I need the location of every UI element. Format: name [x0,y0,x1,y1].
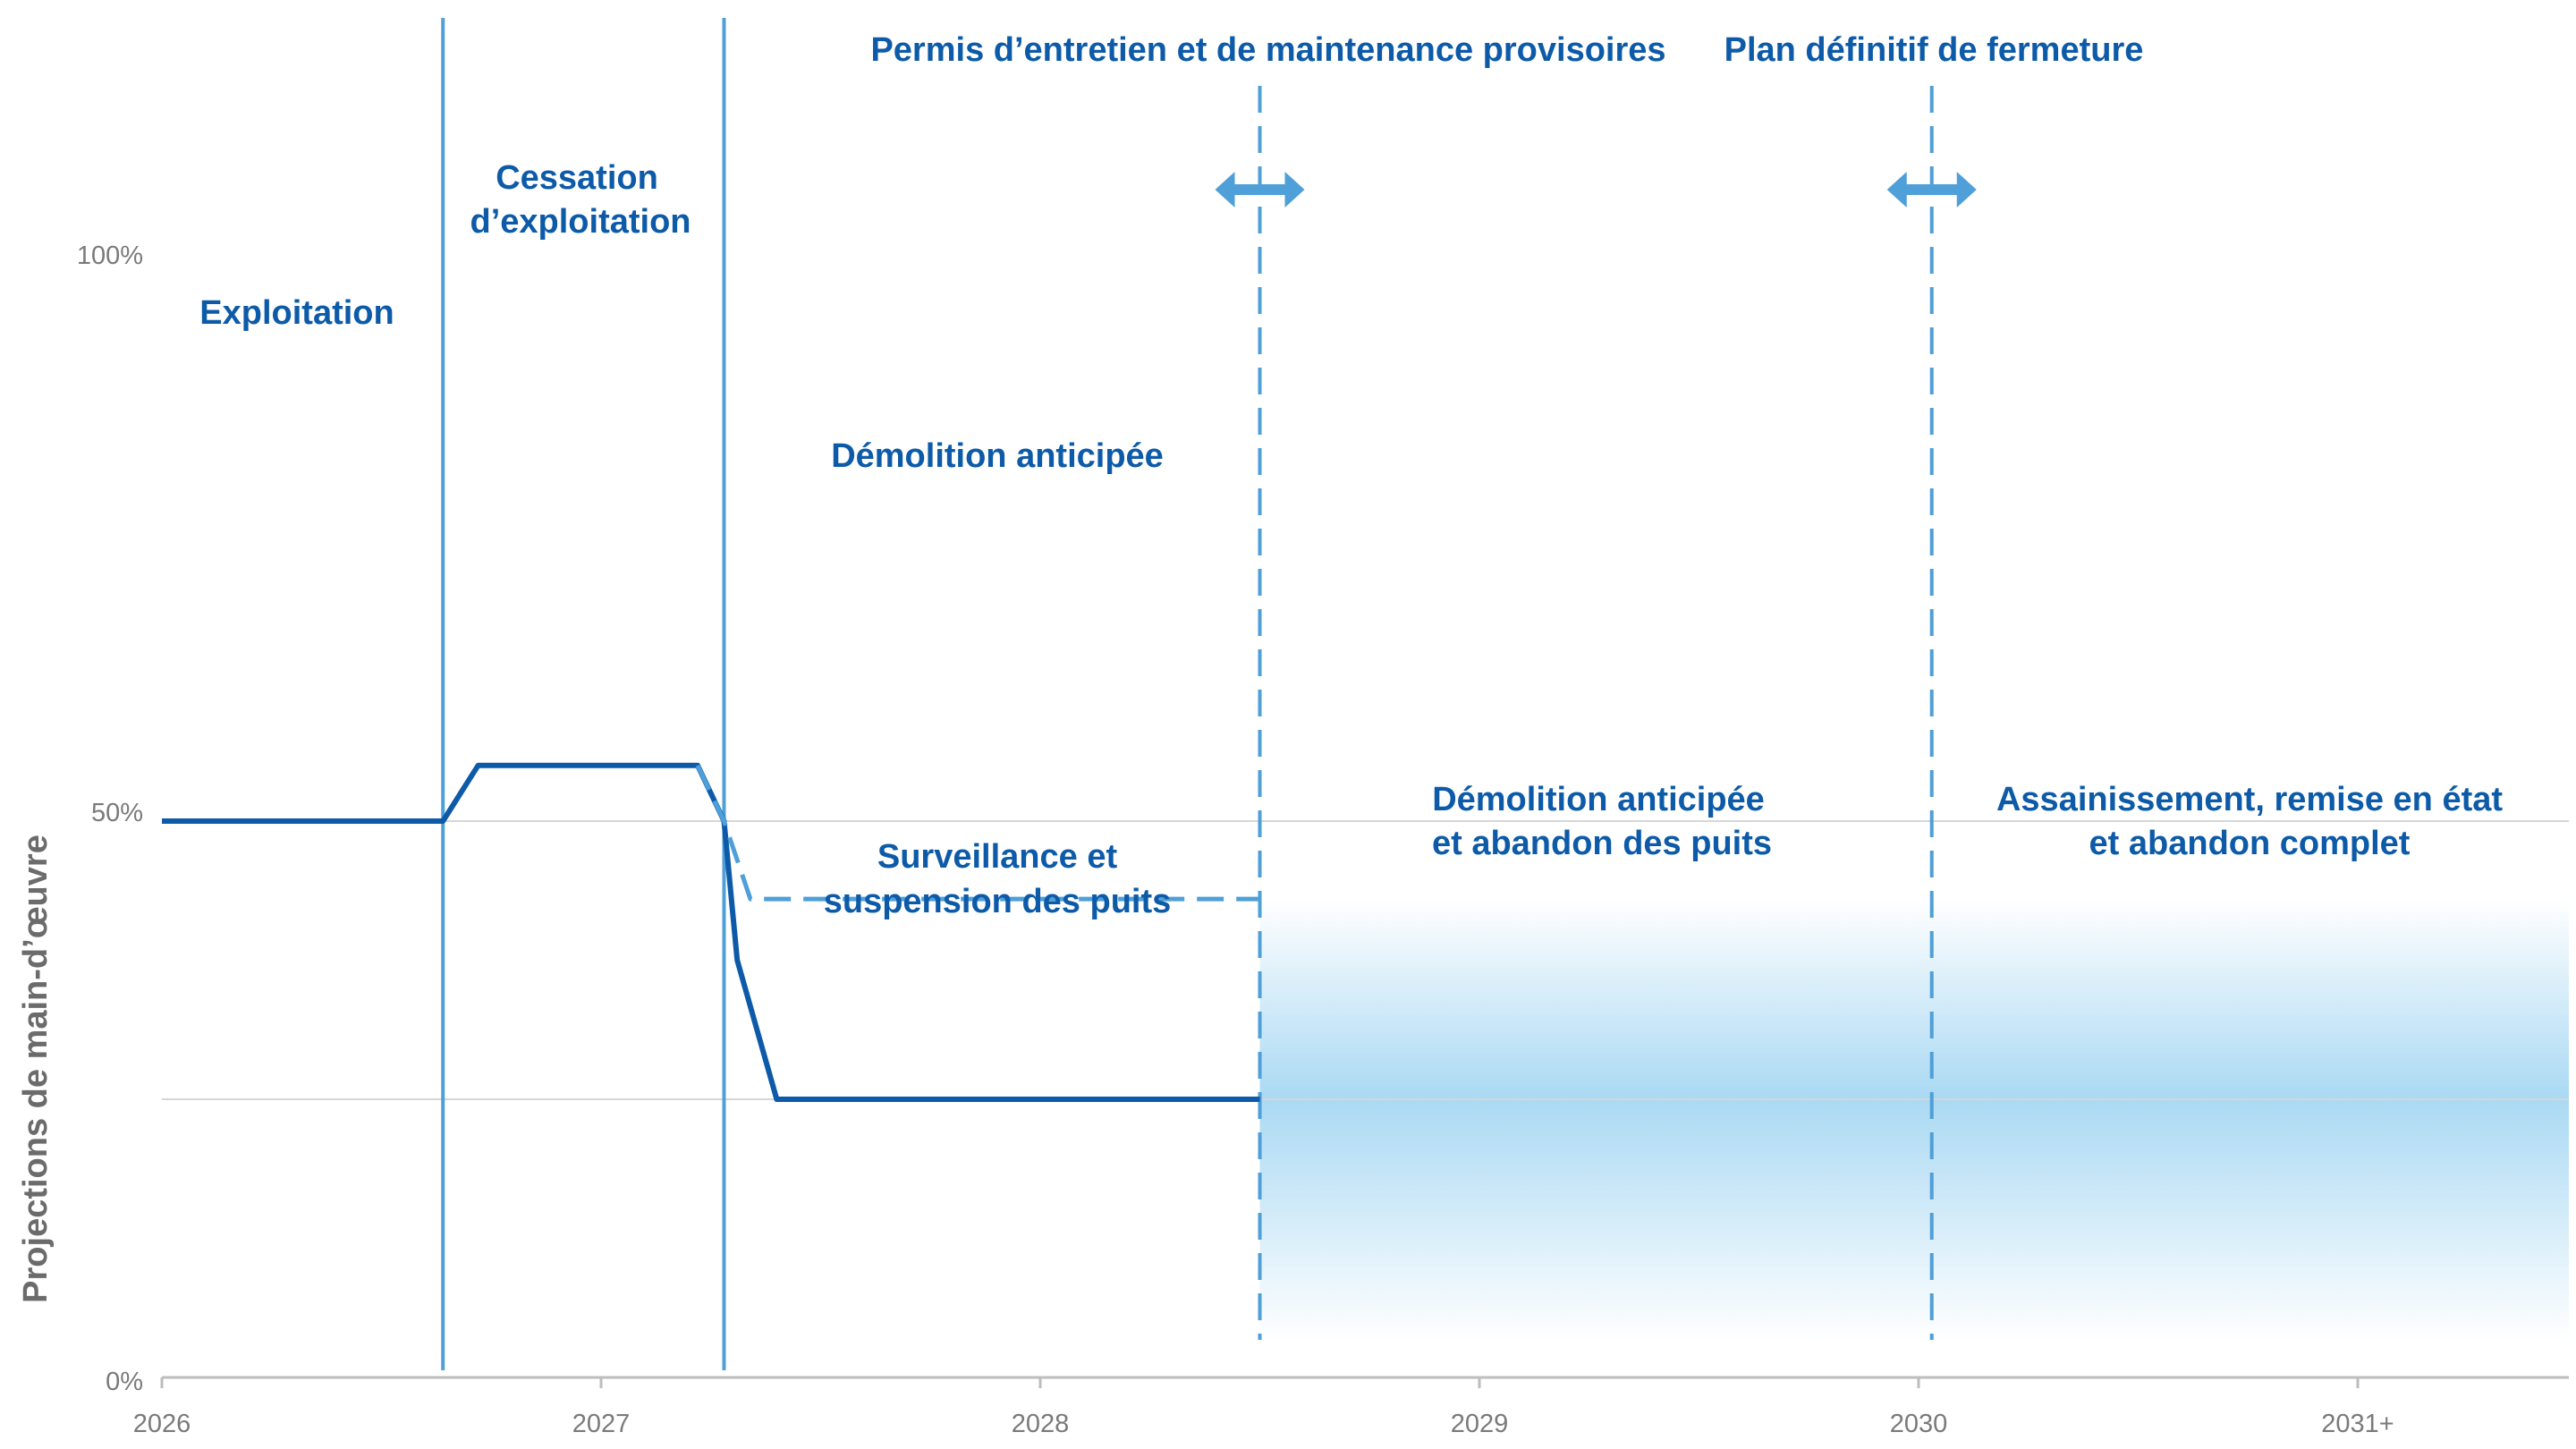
y-axis-label: Projections de main-d’œuvre [17,835,55,1303]
label-permis: Permis d’entretien et de maintenance pro… [870,31,1665,69]
series-line-solid [162,762,1260,1102]
x-axis-layer [160,1376,2569,1388]
label-assainissement-line1: Assainissement, remise en état [1996,781,2503,818]
label-surveillance-line2: suspension des puits [824,883,1172,920]
phase-dividers-layer [441,18,1934,1370]
double-arrow-icon-2 [1886,172,1977,208]
x-tick-label-2029: 2029 [1451,1410,1509,1438]
arrows-layer [1215,172,1977,208]
y-tick-label-50: 50% [91,799,143,827]
label-demolition-abandon-line1: Démolition anticipée [1432,781,1765,818]
label-cessation-line2: d’exploitation [470,203,691,241]
double-arrow-icon-1 [1215,172,1305,208]
label-plan-fermeture: Plan définitif de fermeture [1724,31,2144,69]
x-tick-label-2028: 2028 [1012,1410,1070,1438]
label-demolition-anticipee: Démolition anticipée [831,437,1164,475]
y-tick-label-0: 0% [106,1368,143,1396]
labels-layer: 100% 50% 0% 2026 2027 2028 2029 2030 203… [17,31,2503,1438]
x-tick-label-2026: 2026 [133,1410,191,1438]
label-surveillance-line1: Surveillance et [877,838,1118,876]
gridlines-layer [162,820,2569,1100]
series-line-dashed [695,764,1260,902]
label-assainissement-line2: et abandon complet [2089,825,2411,862]
series-layer [162,762,1260,1102]
y-tick-label-100: 100% [77,242,143,270]
x-tick-label-2027: 2027 [572,1410,631,1438]
label-exploitation: Exploitation [199,294,394,332]
x-tick-label-2030: 2030 [1890,1410,1948,1438]
x-tick-label-2031: 2031+ [2321,1410,2394,1438]
shaded-region [1259,899,2569,1342]
label-cessation-line1: Cessation [496,159,658,197]
shaded-region-layer [1259,899,2569,1342]
label-demolition-abandon-line2: et abandon des puits [1432,825,1772,862]
